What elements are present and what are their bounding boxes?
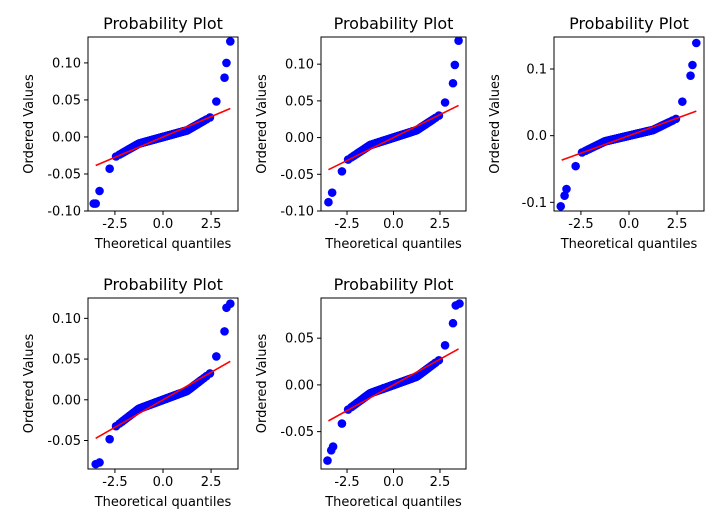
y-tick-label: 0.10	[52, 312, 81, 327]
x-axis-label: Theoretical quantiles	[94, 495, 232, 510]
data-point	[323, 456, 332, 465]
data-point	[686, 71, 695, 80]
data-point	[448, 318, 458, 328]
data-point	[455, 299, 464, 308]
x-tick-label: 2.5	[430, 475, 451, 490]
data-point	[454, 37, 463, 45]
fit-line	[95, 107, 231, 167]
data-point	[95, 186, 104, 196]
data-point	[692, 38, 701, 48]
data-point	[95, 458, 104, 467]
x-tick-label: -2.5	[102, 217, 127, 232]
y-axis-label: Ordered Values	[22, 334, 37, 434]
data-point	[556, 202, 566, 211]
subplot-title: Probability Plot	[103, 14, 223, 33]
y-tick-label: 0.00	[285, 131, 314, 146]
y-tick-label: -0.05	[280, 425, 314, 440]
data-point	[450, 60, 460, 70]
axes-frame	[87, 36, 239, 212]
data-point	[220, 73, 229, 83]
y-tick-label: -0.05	[47, 167, 81, 182]
x-tick-label: -2.5	[334, 217, 359, 232]
subplot-2: -2.5 0.0 2.5 -0.10 -0.05 0.00 0.05 0.10 Probabil…	[255, 14, 467, 252]
data-point	[212, 97, 221, 106]
data-point	[448, 78, 458, 88]
data-point	[688, 60, 697, 70]
data-point	[328, 442, 338, 451]
data-point	[560, 191, 569, 200]
data-point	[337, 167, 347, 176]
x-tick-label: 0.0	[153, 217, 174, 232]
y-tick-label: 0.05	[52, 93, 81, 108]
y-tick-label: -0.05	[47, 434, 81, 449]
fit-line	[95, 360, 231, 439]
x-tick-label: -2.5	[334, 475, 359, 490]
y-axis-label: Ordered Values	[255, 334, 270, 434]
subplot-title: Probability Plot	[569, 14, 689, 33]
data-point	[562, 184, 571, 194]
x-tick-label: 2.5	[430, 217, 451, 232]
subplot-5: -2.5 0.0 2.5 -0.05 0.00 0.05 Probability Plot T…	[255, 275, 467, 510]
y-axis-label: Ordered Values	[488, 74, 503, 174]
data-point	[105, 164, 114, 174]
x-axis-label: Theoretical quantiles	[324, 237, 462, 252]
subplot-1: -2.5 0.0 2.5 -0.10 -0.05 0.00 0.05 0.10 Probabil…	[22, 14, 239, 252]
y-tick-label: 0.05	[285, 94, 314, 109]
axes-frame	[320, 36, 467, 212]
data-point	[91, 199, 100, 208]
data-point	[678, 97, 687, 106]
data-point	[571, 161, 580, 171]
x-tick-label: 2.5	[667, 217, 688, 232]
fit-line	[561, 110, 697, 161]
y-tick-label: 0.00	[285, 378, 314, 393]
data-point	[337, 419, 347, 428]
x-tick-label: 0.0	[383, 475, 404, 490]
y-tick-label: 0.00	[52, 393, 81, 408]
subplot-title: Probability Plot	[334, 275, 454, 294]
data-point	[324, 197, 333, 207]
x-tick-label: -2.5	[102, 475, 127, 490]
y-tick-label: 0.10	[285, 58, 314, 73]
x-axis-label: Theoretical quantiles	[94, 237, 232, 252]
x-axis-label: Theoretical quantiles	[560, 237, 698, 252]
y-tick-label: -0.1	[522, 196, 547, 211]
y-tick-label: 0.10	[52, 56, 81, 71]
data-point	[226, 37, 235, 46]
y-tick-label: 0.1	[526, 63, 547, 78]
data-point	[212, 352, 221, 361]
subplot-title: Probability Plot	[103, 275, 223, 294]
data-point	[440, 340, 450, 350]
y-axis-label: Ordered Values	[22, 74, 37, 174]
data-point	[220, 327, 229, 336]
x-axis-label: Theoretical quantiles	[324, 495, 462, 510]
x-tick-label: 0.0	[153, 475, 174, 490]
axes-frame	[553, 36, 705, 212]
fit-line	[328, 348, 459, 422]
data-point	[440, 98, 450, 107]
y-tick-label: 0.00	[52, 130, 81, 145]
x-tick-label: 0.0	[619, 217, 640, 232]
fit-line	[328, 104, 459, 171]
y-tick-label: 0.05	[52, 353, 81, 368]
data-point	[327, 188, 337, 197]
x-tick-label: 0.0	[383, 217, 404, 232]
x-tick-label: 2.5	[201, 475, 222, 490]
x-tick-label: -2.5	[568, 217, 593, 232]
subplot-3: -2.5 0.0 2.5 -0.1 0.0 0.1 Probability Plot Theo…	[488, 14, 705, 252]
x-tick-label: 2.5	[201, 217, 222, 232]
data-point	[222, 58, 231, 68]
subplot-4: -2.5 0.0 2.5 -0.05 0.00 0.05 0.10 Probability P…	[22, 275, 239, 510]
subplot-title: Probability Plot	[334, 14, 454, 33]
y-tick-label: 0.05	[285, 332, 314, 347]
data-point	[226, 299, 235, 309]
y-axis-label: Ordered Values	[255, 74, 270, 174]
data-point	[105, 434, 114, 444]
y-tick-label: -0.10	[280, 205, 314, 220]
y-tick-label: 0.0	[526, 129, 547, 144]
y-tick-label: -0.05	[280, 168, 314, 183]
y-tick-label: -0.10	[47, 205, 81, 220]
